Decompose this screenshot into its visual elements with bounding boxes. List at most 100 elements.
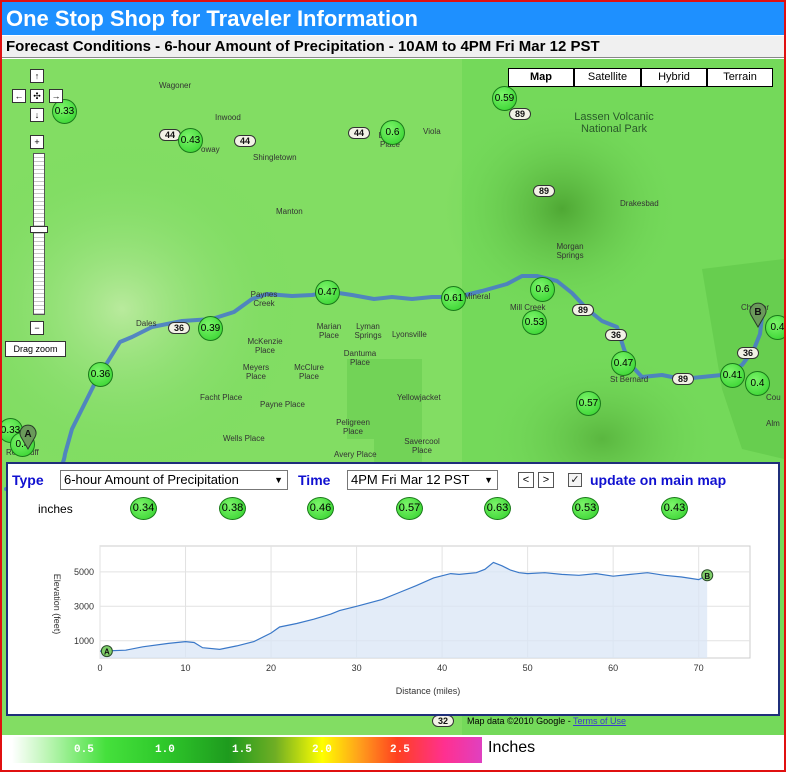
legend-tick: 1.5 [232, 744, 252, 756]
x-tick-label: 20 [266, 663, 276, 673]
route-shield: 89 [533, 185, 555, 197]
y-tick-label: 1000 [74, 636, 94, 646]
point-precip-bubble[interactable]: 0.43 [661, 497, 688, 520]
precip-bubble[interactable]: 0.6 [380, 120, 405, 145]
place-label: Shingletown [253, 153, 297, 162]
pan-right-button[interactable]: → [49, 89, 63, 103]
route-shield: 44 [234, 135, 256, 147]
pan-up-button[interactable]: ↑ [30, 69, 44, 83]
point-precip-bubble[interactable]: 0.38 [219, 497, 246, 520]
zoom-slider-thumb[interactable] [30, 226, 48, 233]
route-shield: 89 [672, 373, 694, 385]
type-select[interactable]: 6-hour Amount of Precipitation ▼ [60, 470, 288, 490]
pan-down-button[interactable]: ↓ [30, 108, 44, 122]
chart-markers: AB [100, 569, 714, 658]
app-title: One Stop Shop for Traveler Information [2, 2, 784, 35]
place-label: Inwood [215, 113, 241, 122]
time-select[interactable]: 4PM Fri Mar 12 PST ▼ [347, 470, 498, 490]
end-marker-label: B [754, 307, 761, 318]
precip-bubble[interactable]: 0.39 [198, 316, 223, 341]
terms-of-use-link[interactable]: Terms of Use [573, 716, 627, 726]
place-label: Meyers Place [242, 363, 270, 381]
units-label: inches [38, 502, 73, 516]
elevation-area [100, 562, 708, 658]
legend-unit: Inches [488, 739, 536, 756]
type-label: Type [12, 472, 44, 488]
place-label: Dales [136, 319, 157, 328]
precip-bubble[interactable]: 0.53 [522, 310, 547, 335]
point-precip-bubble[interactable]: 0.34 [130, 497, 157, 520]
zoom-slider-track[interactable] [33, 153, 45, 315]
place-label: oway [201, 145, 220, 154]
precip-bubble[interactable]: 0.4 [765, 315, 784, 340]
place-label: Cou [766, 393, 781, 402]
x-axis-label: Distance (miles) [396, 686, 461, 696]
map-attribution: Map data ©2010 Google - Terms of Use [467, 716, 627, 726]
forecast-subtitle: Forecast Conditions - 6-hour Amount of P… [2, 36, 784, 58]
precip-bubble[interactable]: 0.33 [52, 99, 77, 124]
point-precip-bubble[interactable]: 0.53 [572, 497, 599, 520]
place-label: Avery Place [334, 450, 377, 459]
place-label: Wells Place [223, 434, 265, 443]
precip-bubble[interactable]: 0.47 [611, 351, 636, 376]
place-label: Marian Place [316, 322, 342, 340]
pan-left-button[interactable]: ← [12, 89, 26, 103]
legend-tick: 2.0 [312, 744, 332, 756]
place-label: St Bernard [610, 375, 649, 384]
precip-bubble[interactable]: 0.36 [88, 362, 113, 387]
drag-zoom-button[interactable]: Drag zoom [5, 341, 66, 357]
place-label: McClure Place [294, 363, 324, 381]
route-shield: 89 [509, 108, 531, 120]
precip-legend: 0.5 1.0 1.5 2.0 2.5 Inches [6, 735, 780, 767]
precip-bubble[interactable]: 0.57 [576, 391, 601, 416]
precip-bubble[interactable]: 0.4 [745, 371, 770, 396]
place-label: Savercool Place [404, 437, 440, 455]
zoom-out-button[interactable]: − [30, 321, 44, 335]
place-label: Wagoner [159, 81, 192, 90]
legend-tick: 1.0 [155, 744, 175, 756]
precip-bubble[interactable]: 0.61 [441, 286, 466, 311]
route-shield: 32 [432, 715, 454, 727]
precip-bubble[interactable]: 0.59 [492, 86, 517, 111]
place-label: Viola [423, 127, 441, 136]
map-type-satellite[interactable]: Satellite [574, 68, 641, 87]
chevron-down-icon: ▼ [274, 475, 283, 485]
route-shield: 36 [168, 322, 190, 334]
next-time-button[interactable]: > [538, 472, 554, 488]
point-precip-bubble[interactable]: 0.46 [307, 497, 334, 520]
point-precip-bubble[interactable]: 0.63 [484, 497, 511, 520]
place-label: McKenzie Place [247, 337, 283, 355]
time-label: Time [298, 472, 331, 488]
precip-bubble[interactable]: 0.43 [178, 128, 203, 153]
x-tick-label: 10 [181, 663, 191, 673]
x-tick-label: 50 [523, 663, 533, 673]
legend-tick: 2.5 [390, 744, 410, 756]
update-main-map-checkbox[interactable]: ✓ [568, 473, 582, 487]
map-type-hybrid[interactable]: Hybrid [641, 68, 707, 87]
chevron-down-icon: ▼ [484, 475, 493, 485]
legend-tick: 0.5 [74, 744, 94, 756]
place-label: Lyman Springs [354, 322, 382, 340]
x-tick-label: 70 [694, 663, 704, 673]
place-label-park: Lassen Volcanic National Park [574, 111, 654, 135]
pan-center-button[interactable]: ✣ [30, 89, 44, 103]
route-start-marker[interactable]: A [18, 423, 38, 450]
precip-bubble[interactable]: 0.6 [530, 277, 555, 302]
map-type-map[interactable]: Map [508, 68, 574, 87]
zoom-in-button[interactable]: + [30, 135, 44, 149]
chart-marker [701, 569, 714, 582]
y-axis-label: Elevation (feet) [52, 574, 62, 635]
point-precip-bubble[interactable]: 0.57 [396, 497, 423, 520]
route-shield: 89 [572, 304, 594, 316]
y-tick-label: 5000 [74, 567, 94, 577]
place-label: Dantuma Place [343, 349, 377, 367]
route-end-marker[interactable]: B [748, 301, 768, 328]
previous-time-button[interactable]: < [518, 472, 534, 488]
precip-bubble[interactable]: 0.41 [720, 363, 745, 388]
update-main-map-label: update on main map [590, 472, 727, 488]
precip-bubble[interactable]: 0.47 [315, 280, 340, 305]
elevation-line [99, 561, 708, 652]
map-type-terrain[interactable]: Terrain [707, 68, 773, 87]
x-tick-label: 0 [97, 663, 102, 673]
chart-marker [100, 645, 113, 658]
